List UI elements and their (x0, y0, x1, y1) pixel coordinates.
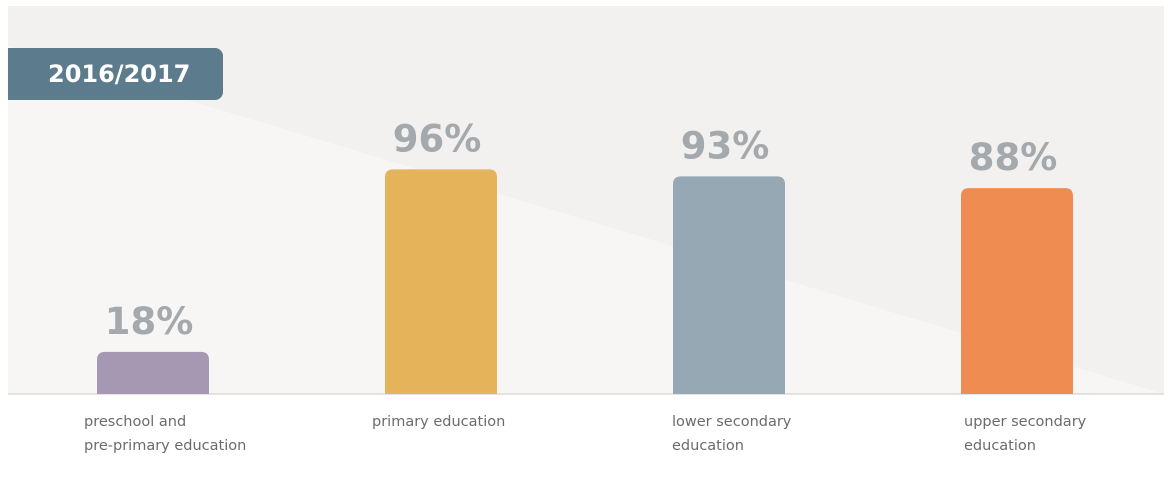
bar-chart: 18% 96% 93% 88% (97, 117, 1073, 394)
category-label-lower-secondary: lower secondary education (672, 414, 792, 454)
category-label-preschool: preschool and pre-primary education (84, 414, 247, 454)
category-label-upper-secondary: upper secondary education (964, 414, 1087, 454)
category-label-primary: primary education (372, 414, 506, 430)
bar-lower-secondary (673, 176, 785, 394)
bar-preschool (97, 351, 209, 394)
value-label-upper-secondary: 88% (969, 136, 1058, 179)
period-tab: 2016/2017 (8, 48, 223, 100)
value-label-preschool: 18% (105, 300, 194, 343)
chart-container: 2016/2017 18% 96% 93% 88% preschool and pre… (8, 6, 1164, 474)
value-label-primary: 96% (393, 117, 482, 160)
value-label-lower-secondary: 93% (681, 124, 770, 167)
bar-upper-secondary (961, 188, 1073, 394)
bar-primary (385, 169, 497, 394)
